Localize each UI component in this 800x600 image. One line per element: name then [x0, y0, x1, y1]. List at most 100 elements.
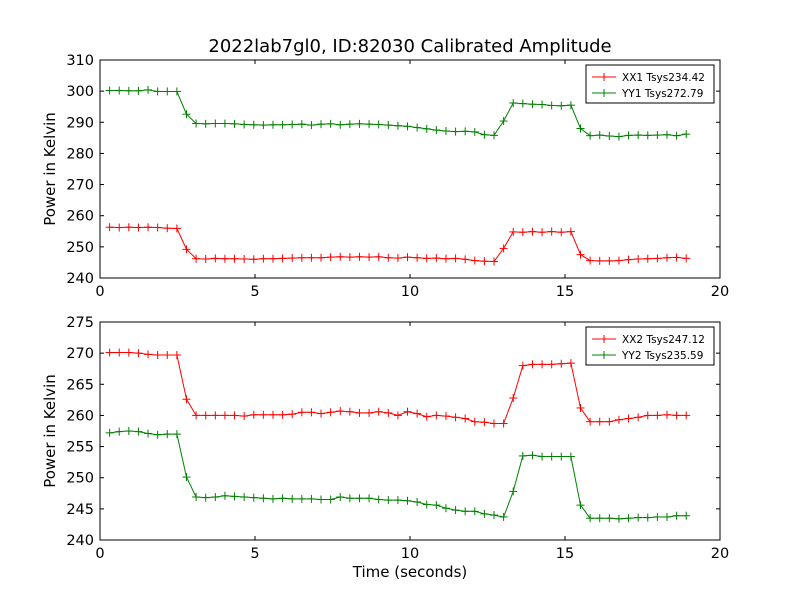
data-point-marker — [384, 253, 393, 262]
data-point-marker — [317, 120, 326, 129]
x-tick-label: 10 — [401, 546, 419, 562]
data-point-marker — [393, 496, 402, 505]
data-point-marker — [490, 131, 499, 140]
data-point-marker — [422, 254, 431, 263]
data-point-marker — [509, 98, 518, 107]
y-tick-label: 260 — [66, 209, 94, 225]
data-point-marker — [595, 514, 604, 523]
data-point-marker — [441, 254, 450, 263]
data-point-marker — [393, 254, 402, 263]
data-point-marker — [662, 130, 671, 139]
data-point-marker — [240, 255, 249, 264]
data-point-marker — [461, 255, 470, 264]
y-tick-label: 290 — [66, 115, 94, 131]
plot-frame — [99, 59, 721, 279]
data-point-marker — [249, 255, 258, 264]
data-point-marker — [172, 430, 181, 439]
data-point-marker — [163, 430, 172, 439]
y-tick-label: 260 — [66, 408, 94, 424]
legend-box — [585, 326, 715, 366]
y-axis-label: Power in Kelvin — [41, 374, 59, 488]
legend-box — [585, 64, 715, 104]
data-point-marker — [230, 411, 239, 420]
data-point-marker — [605, 131, 614, 140]
data-point-marker — [403, 122, 412, 131]
data-point-marker — [172, 87, 181, 96]
data-point-marker — [624, 514, 633, 523]
data-point-marker — [278, 254, 287, 263]
data-point-marker — [220, 411, 229, 420]
data-point-marker — [105, 348, 114, 357]
data-point-marker — [422, 412, 431, 421]
data-point-marker — [297, 494, 306, 503]
data-point-marker — [441, 127, 450, 136]
data-point-marker — [288, 120, 297, 129]
data-point-marker — [518, 99, 527, 108]
data-point-marker — [268, 120, 277, 129]
data-point-marker — [317, 495, 326, 504]
data-point-marker — [211, 411, 220, 420]
data-point-marker — [451, 254, 460, 263]
data-point-marker — [211, 119, 220, 128]
data-point-marker — [307, 121, 316, 130]
data-point-marker — [201, 119, 210, 128]
y-tick-label: 255 — [66, 440, 94, 456]
data-point-marker — [278, 494, 287, 503]
data-point-marker — [566, 101, 575, 110]
data-point-marker — [163, 224, 172, 233]
data-point-marker — [124, 348, 133, 357]
data-point-marker — [480, 130, 489, 139]
data-point-marker — [422, 500, 431, 509]
y-tick-label: 265 — [66, 377, 94, 393]
data-point-marker — [211, 254, 220, 263]
data-point-marker — [153, 87, 162, 96]
data-point-marker — [451, 413, 460, 422]
data-point-marker — [538, 452, 547, 461]
data-point-marker — [278, 120, 287, 129]
data-point-marker — [441, 504, 450, 513]
data-point-marker — [672, 411, 681, 420]
data-point-marker — [307, 253, 316, 262]
data-point-marker — [682, 254, 691, 263]
data-point-marker — [355, 119, 364, 128]
data-point-marker — [432, 501, 441, 510]
plot-series — [105, 85, 691, 266]
data-point-marker — [662, 253, 671, 262]
data-point-marker — [144, 350, 153, 359]
data-point-marker — [518, 451, 527, 460]
data-point-marker — [230, 254, 239, 263]
data-point-marker — [201, 255, 210, 264]
data-point-marker — [490, 419, 499, 428]
data-point-marker — [124, 86, 133, 95]
data-point-marker — [326, 253, 335, 262]
data-point-marker — [643, 131, 652, 140]
data-point-marker — [595, 256, 604, 265]
data-point-marker — [182, 245, 191, 254]
data-point-marker — [566, 359, 575, 368]
data-point-marker — [374, 495, 383, 504]
x-tick-label: 15 — [556, 546, 574, 562]
data-point-marker — [413, 253, 422, 262]
data-point-marker — [538, 360, 547, 369]
data-point-marker — [518, 228, 527, 237]
data-point-marker — [230, 492, 239, 501]
data-point-marker — [211, 493, 220, 502]
data-point-marker — [653, 411, 662, 420]
data-point-marker — [345, 120, 354, 129]
data-point-marker — [586, 417, 595, 426]
data-point-marker — [105, 86, 114, 95]
y-tick-label: 310 — [66, 53, 94, 69]
legend-label: YY1 Tsys272.79 — [621, 88, 703, 100]
y-tick-label: 270 — [66, 346, 94, 362]
data-point-marker — [192, 254, 201, 263]
data-point-marker — [124, 223, 133, 232]
data-point-marker — [614, 132, 623, 141]
data-point-marker — [682, 130, 691, 139]
y-tick-label: 300 — [66, 84, 94, 100]
data-point-marker — [144, 429, 153, 438]
y-tick-label: 280 — [66, 146, 94, 162]
y-tick-label: 240 — [66, 271, 94, 287]
data-point-marker — [182, 395, 191, 404]
data-point-marker — [259, 121, 268, 130]
data-point-marker — [115, 348, 124, 357]
